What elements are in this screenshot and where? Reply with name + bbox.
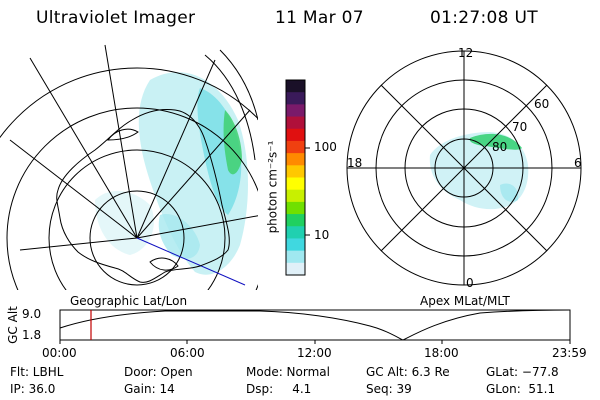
altitude-curve <box>59 309 571 341</box>
mlat-label-70: 70 <box>512 120 528 134</box>
coastline <box>56 109 230 283</box>
colorbar-unit-label: photon cm⁻²s⁻¹ <box>265 140 280 234</box>
colorbar-segment <box>286 116 305 130</box>
colorbar-segment <box>286 238 305 252</box>
mlt-label-18: 18 <box>347 156 363 170</box>
ip-info: IP: 36.0 <box>10 382 56 396</box>
mlt-label-6: 6 <box>574 156 582 170</box>
colorbar-label-100: 100 <box>314 140 337 154</box>
colorbar <box>285 79 306 276</box>
meridians <box>9 44 258 251</box>
altitude-timeline <box>59 309 571 344</box>
coastline-inlet <box>107 128 139 141</box>
observation-time: 01:27:08 UT <box>430 8 538 28</box>
terminator-line <box>136 237 246 286</box>
apex-polar-map <box>346 50 582 286</box>
filter-info: Flt: LBHL <box>10 365 64 379</box>
glon-info: GLon: 51.1 <box>486 382 556 396</box>
mlat-label-60: 60 <box>534 97 550 111</box>
timeline-frame <box>59 309 571 341</box>
colorbar-segment <box>286 165 305 179</box>
outer-arc-1 <box>204 54 256 161</box>
colorbar-segment <box>286 226 305 240</box>
colorbar-segment <box>286 201 305 215</box>
observation-date: 11 Mar 07 <box>275 8 364 28</box>
timeline-xtick-1: 06:00 <box>170 346 205 360</box>
colorbar-segment <box>286 80 305 93</box>
timeline-xtick-0: 00:00 <box>42 346 77 360</box>
aurora-oval-bright <box>469 133 522 150</box>
mlt-spokes <box>347 51 581 285</box>
colorbar-label-10: 10 <box>314 228 330 242</box>
timeline-ytick-min: 1.8 <box>22 328 42 342</box>
mlt-label-0: 0 <box>466 276 474 290</box>
colorbar-segment <box>286 128 305 142</box>
timeline-ytick-max: 9.0 <box>22 307 42 321</box>
instrument-title: Ultraviolet Imager <box>36 8 196 28</box>
gain-info: Gain: 14 <box>124 382 175 396</box>
colorbar-segment <box>286 140 305 154</box>
glat-info: GLat: −77.8 <box>486 365 559 379</box>
aurora-dusk-patch <box>500 183 519 202</box>
outer-arc-2 <box>219 49 258 121</box>
geographic-map <box>0 44 258 290</box>
colorbar-segment <box>286 262 305 276</box>
door-info: Door: Open <box>124 365 193 379</box>
mlt-label-12: 12 <box>458 46 474 60</box>
timeline-xtick-2: 12:00 <box>297 346 332 360</box>
coastline-peninsula <box>149 257 179 271</box>
colorbar-segment <box>286 189 305 203</box>
colorbar-segment <box>286 104 305 118</box>
mode-info: Mode: Normal <box>246 365 330 379</box>
colorbar-segment <box>286 214 305 227</box>
colorbar-segment <box>286 177 305 191</box>
colorbar-segment <box>286 250 305 264</box>
right-map-caption: Apex MLat/MLT <box>420 294 510 308</box>
timeline-axis-label: GC Alt <box>5 306 20 344</box>
gc-alt-info: GC Alt: 6.3 Re <box>366 365 450 379</box>
timeline-ticks <box>59 340 571 344</box>
timeline-xtick-3: 18:00 <box>424 346 459 360</box>
colorbar-segment <box>286 92 305 105</box>
timeline-xtick-4: 23:59 <box>552 346 587 360</box>
dsp-info: Dsp: 4.1 <box>246 382 312 396</box>
colorbar-frame <box>285 79 306 276</box>
mlat-label-80: 80 <box>492 140 508 154</box>
latitude-circles <box>0 67 258 290</box>
colorbar-segment <box>286 153 305 166</box>
seq-info: Seq: 39 <box>366 382 412 396</box>
left-map-caption: Geographic Lat/Lon <box>70 294 188 308</box>
